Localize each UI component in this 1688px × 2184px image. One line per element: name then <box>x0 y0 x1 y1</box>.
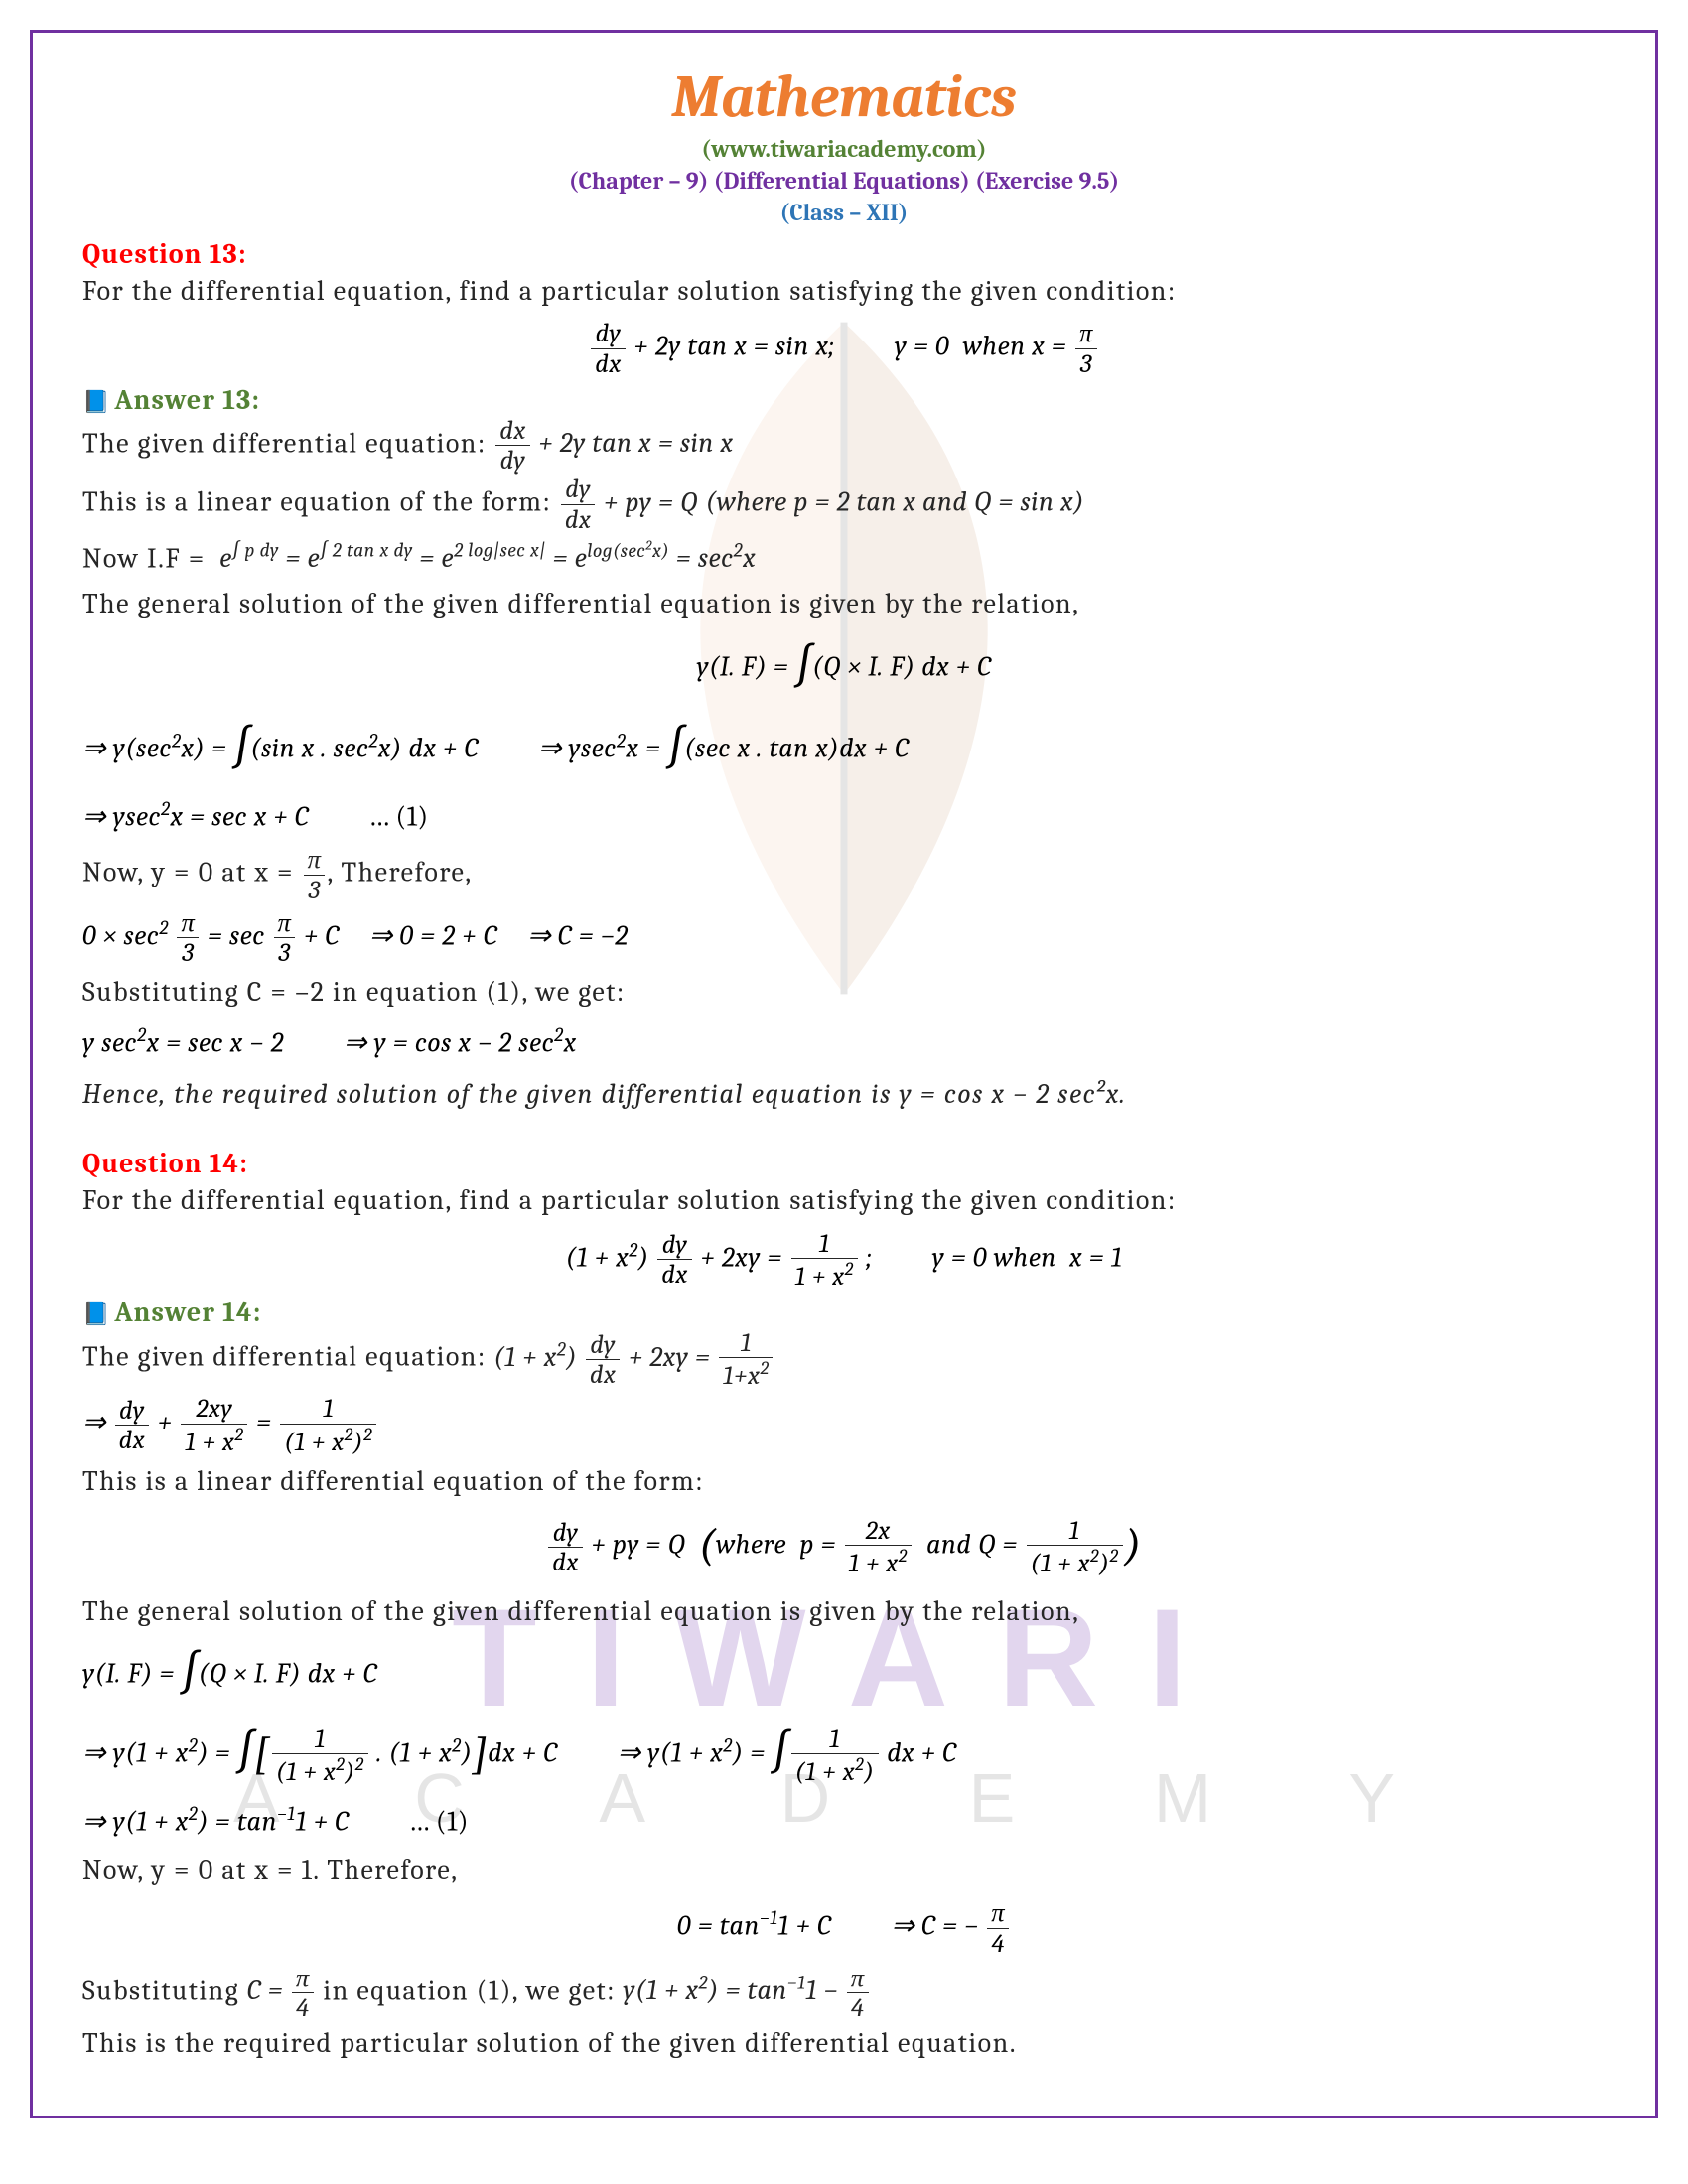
a14-step3: ⇒ y(1 + x2) = tan−11 + C… (1) <box>82 1797 1606 1845</box>
page-title: Mathematics <box>82 63 1606 131</box>
answer-13-label: Answer 13: <box>82 384 1606 416</box>
a13-now: Now, y = 0 at x = π3, Therefore, <box>82 845 1606 904</box>
answer-14-label: Answer 14: <box>82 1297 1606 1328</box>
a13-step2: ⇒ ysec2x = sec x + C… (1) <box>82 792 1606 841</box>
question-13-label: Question 13: <box>82 238 1606 270</box>
chapter-info: (Chapter – 9) (Differential Equations) (… <box>82 167 1606 195</box>
a14-line1: The given differential equation: (1 + x2… <box>82 1328 1606 1390</box>
q13-prompt: For the differential equation, find a pa… <box>82 270 1606 313</box>
a14-line3: This is a linear differential equation o… <box>82 1460 1606 1503</box>
a13-step3: 0 × sec2 π3 = sec π3 + C⇒ 0 = 2 + C⇒ C =… <box>82 908 1606 968</box>
a14-form: dydx + py = Q (where p = 2x1 + x2 and Q … <box>82 1509 1606 1584</box>
a14-general: y(I. F) = ∫(Q × I. F) dx + C <box>82 1638 1606 1713</box>
a13-if-label: Now I.F = <box>82 542 212 574</box>
a14-sub-a: Substituting <box>82 1975 247 2006</box>
a13-general: y(I. F) = ∫(Q × I. F) dx + C <box>82 631 1606 707</box>
a14-step4: 0 = tan−11 + C⇒ C = − π4 <box>82 1898 1606 1958</box>
a13-line4: The general solution of the given differ… <box>82 583 1606 625</box>
question-14-label: Question 14: <box>82 1148 1606 1179</box>
a14-line1-text: The given differential equation: <box>82 1341 493 1373</box>
page-container: TIWARI A C A D E M Y Mathematics (www.ti… <box>30 30 1658 2118</box>
a13-line1: The given differential equation: dxdy + … <box>82 416 1606 476</box>
a13-sub: Substituting C = –2 in equation (1), we … <box>82 971 1606 1014</box>
a13-step4: y sec2x = sec x − 2⇒ y = cos x − 2 sec2x <box>82 1019 1606 1067</box>
a14-eq1-marker: … (1) <box>409 1805 469 1837</box>
q14-equation: (1 + x2) dydx + 2xy = 11 + x2 ;y = 0 whe… <box>82 1229 1606 1291</box>
a13-now-text: Now, y = 0 at x = <box>82 857 302 888</box>
a14-step2: ⇒ y(1 + x2) = ∫[1(1 + x2)2 . (1 + x2)]dx… <box>82 1717 1606 1793</box>
q13-equation: dydx + 2y tan x = sin x;y = 0 when x = π… <box>82 319 1606 378</box>
a13-line2-text: This is a linear equation of the form: <box>82 486 559 518</box>
a13-line1-text: The given differential equation: <box>82 427 493 459</box>
a13-now-therefore: , Therefore, <box>327 857 472 888</box>
a13-line3: Now I.F = e∫ p dy = e∫ 2 tan x dy = e2 l… <box>82 534 1606 583</box>
a14-final: This is the required particular solution… <box>82 2022 1606 2065</box>
a13-eq1-marker: … (1) <box>368 801 428 833</box>
a13-hence: Hence, the required solution of the give… <box>82 1071 1606 1119</box>
class-info: (Class – XII) <box>82 199 1606 226</box>
a14-now: Now, y = 0 at x = 1. Therefore, <box>82 1849 1606 1892</box>
a14-sub: Substituting C = π4 in equation (1), we … <box>82 1964 1606 2023</box>
a13-line2: This is a linear equation of the form: d… <box>82 475 1606 534</box>
a13-line2-where: (where p = 2 tan x and Q = sin x) <box>706 486 1084 518</box>
a14-step1: ⇒ dydx + 2xy1 + x2 = 1(1 + x2)2 <box>82 1394 1606 1455</box>
a13-step1: ⇒ y(sec2x) = ∫(sin x . sec2x) dx + C⇒ ys… <box>82 713 1606 788</box>
website-link: (www.tiwariacademy.com) <box>82 135 1606 163</box>
q14-prompt: For the differential equation, find a pa… <box>82 1179 1606 1222</box>
a14-line4: The general solution of the given differ… <box>82 1590 1606 1633</box>
a14-sub-b: in equation (1), we get: <box>323 1975 623 2006</box>
content-area: Mathematics (www.tiwariacademy.com) (Cha… <box>82 63 1606 2066</box>
